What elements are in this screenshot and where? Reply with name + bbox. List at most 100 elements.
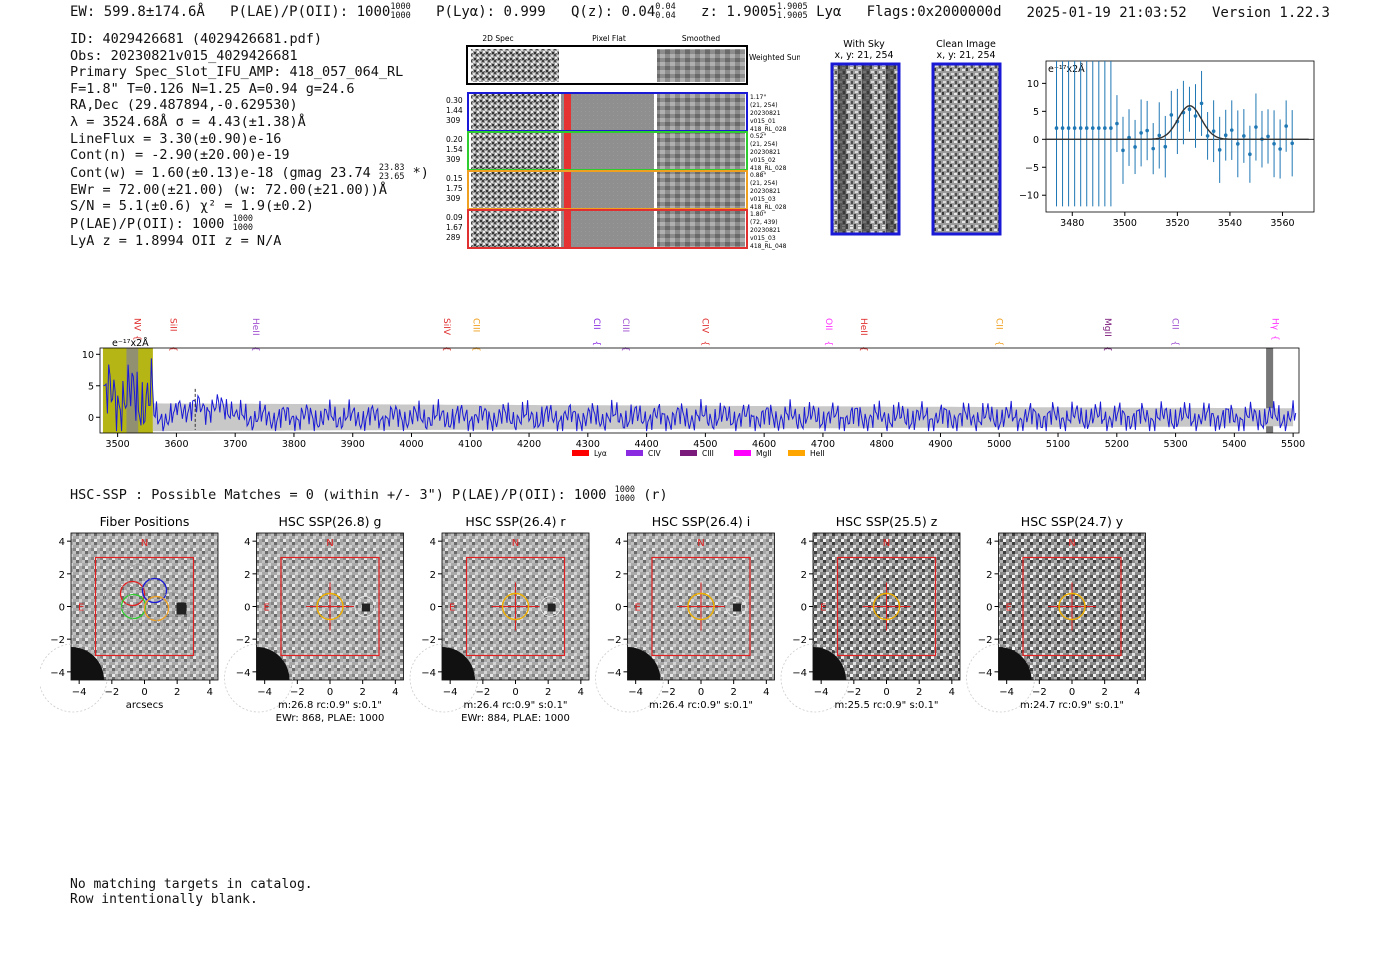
cutout-row-stat: 0.15 [446,174,463,183]
spectrum-xtick-label: 5100 [1046,439,1070,450]
hsc-ytick-label: −2 [792,635,807,646]
hsc-neighbor-ring [354,596,376,617]
hsc-ytick-label: 2 [801,570,807,581]
spectrum-xtick-label: 5400 [1222,439,1246,450]
info-plae-hi: 1000 [232,213,254,224]
spectrum-line-label: CII [591,318,601,330]
spectrum-line-brace: { [823,341,833,347]
hsc-star-blob [813,647,846,680]
cutout-flat-mark [564,211,571,247]
hsc-target-circle [872,592,901,621]
footer-line1: No matching targets in catalog. [70,877,313,892]
cutout-row-stat: 1.75 [446,184,463,193]
header-flags: Flags:0x2000000d [866,4,1002,20]
hsc-caption: arcsecs [126,700,164,711]
clean-image-sub: x, y: 21, 254 [936,50,995,61]
fit-point [1121,148,1125,153]
weighted-sum-text: Weighted Sum [749,53,800,62]
hsc-caption: m:25.5 rc:0.9" s:0.1" [834,700,938,711]
fit-point [1229,128,1234,132]
cutout-row-meta: 418_RL_048 [750,243,787,250]
spectrum-ytick-label: 0 [88,413,94,424]
hsc-star-ring [40,643,108,713]
compass-n: N [141,538,148,549]
legend-swatch [572,450,589,456]
hsc-title-tail: (r) [643,487,668,503]
hsc-star-blob [442,647,475,680]
spectrum-xtick-label: 4000 [399,439,423,450]
spectrum-xtick-label: 5300 [1163,439,1187,450]
hsc-panel-title: HSC SSP(26.8) g [279,514,382,529]
sky-images: With Sky x, y: 21, 254 Clean Image x, y:… [830,39,1002,236]
hsc-panel-title: HSC SSP(25.5) z [836,514,938,529]
cutout-2dspec [471,133,559,169]
cutout-row-meta: (72, 439) [750,219,778,226]
fit-point [1072,126,1077,130]
fit-xtick-label: 3560 [1270,218,1294,229]
hsc-ytick-label: 4 [59,537,65,548]
version: Version 1.22.3 [1211,5,1330,21]
hsc-xtick-label: 0 [883,687,889,698]
hsc-ytick-label: 4 [615,537,621,548]
hsc-panel-title: HSC SSP(26.4) i [652,514,750,529]
cutout-smoothed [657,94,745,130]
spectrum-legend: Lyα CIV CIII MgII HeII [572,449,825,458]
hsc-xtick-label: 4 [578,687,584,698]
fit-point [1205,134,1210,138]
hsc-neighbor-blob [362,603,370,612]
hsc-neighbor-blob [547,603,556,612]
hsc-ytick-label: 0 [244,603,250,614]
hsc-ytick-label: −4 [607,668,622,679]
header-ew: EW: 599.8±174.6Å [70,4,205,20]
spectrum-marks: 3500 3600 3700 3800 3900 4000 4100 4200 4300 4400… [82,318,1305,450]
hsc-xtick-label: 2 [174,687,180,698]
spectrum-line-label: Hγ [1270,318,1280,331]
cutout-title-pixelflat: Pixel Flat [592,34,626,43]
cutout-row-meta: 0.52" [750,133,766,140]
hsc-xtick-label: −2 [846,687,861,698]
fit-point [1157,133,1162,138]
spectrum-frame [99,347,1300,434]
spectrum-line-brace: { [858,346,868,352]
spectrum-line-brace: { [700,341,710,347]
hsc-caption2: EWr: 884, PLAE: 1000 [461,713,570,724]
spectrum-line-brace: { [441,346,451,352]
fit-ytick-label: −10 [1019,191,1039,202]
fit-point [1139,131,1143,135]
hsc-caption: m:26.4 rc:0.9" s:0.1" [649,700,753,711]
cutout-2dspec [471,94,559,130]
fit-xtick-label: 3520 [1165,218,1189,229]
info-cont-w-lo: 23.65 [378,171,405,182]
compass-e: E [264,603,270,614]
hsc-ytick-label: 2 [244,570,250,581]
hsc-title-hi: 1000 [614,485,636,495]
fit-point [1133,145,1137,149]
fit-ytick-label: 10 [1027,79,1039,90]
spectrum-xtick-label: 4300 [576,439,600,450]
fit-point [1109,126,1113,130]
cutout-row-meta: 418_RL_028 [750,204,787,211]
spectrum-xtick-label: 4900 [928,439,952,450]
spectrum-ytick-label: 5 [88,381,94,392]
info-primary: Primary Spec_Slot_IFU_AMP: 418_057_064_R… [70,64,404,81]
hsc-xtick-label: −2 [1032,687,1047,698]
info-block: ID: 4029426681 (4029426681.pdf) Obs: 202… [70,31,429,250]
hsc-panel-1: HSC SSP(26.8) g N E −4 −2 0 2 4 4 2 0 −2 −4 m:26.8 rc… [224,514,404,724]
spectrum-xtick-label: 4500 [693,439,717,450]
fit-point [1266,134,1270,139]
fiber-circle [126,564,151,589]
hsc-target-circle [1058,592,1086,621]
hsc-panel-4: HSC SSP(25.5) z N E −4 −2 0 2 4 4 2 0 −2 −4 m:25.5 rc… [780,514,961,713]
hsc-panel-title: HSC SSP(26.4) r [465,514,566,529]
hsc-ytick-label: −2 [236,635,251,646]
header-qz-hi: 0.04 [655,2,676,12]
hsc-star-blob [627,647,661,680]
hsc-ytick-label: 2 [986,570,992,581]
fit-point [1090,126,1095,130]
spectrum-xtick-label: 3800 [282,439,306,450]
fit-xtick-label: 3540 [1218,218,1242,229]
hsc-ytick-label: 4 [801,537,807,548]
compass-n: N [697,538,704,549]
hsc-ytick-label: 0 [986,603,992,614]
cutout-row-meta: (21, 254) [750,141,778,148]
